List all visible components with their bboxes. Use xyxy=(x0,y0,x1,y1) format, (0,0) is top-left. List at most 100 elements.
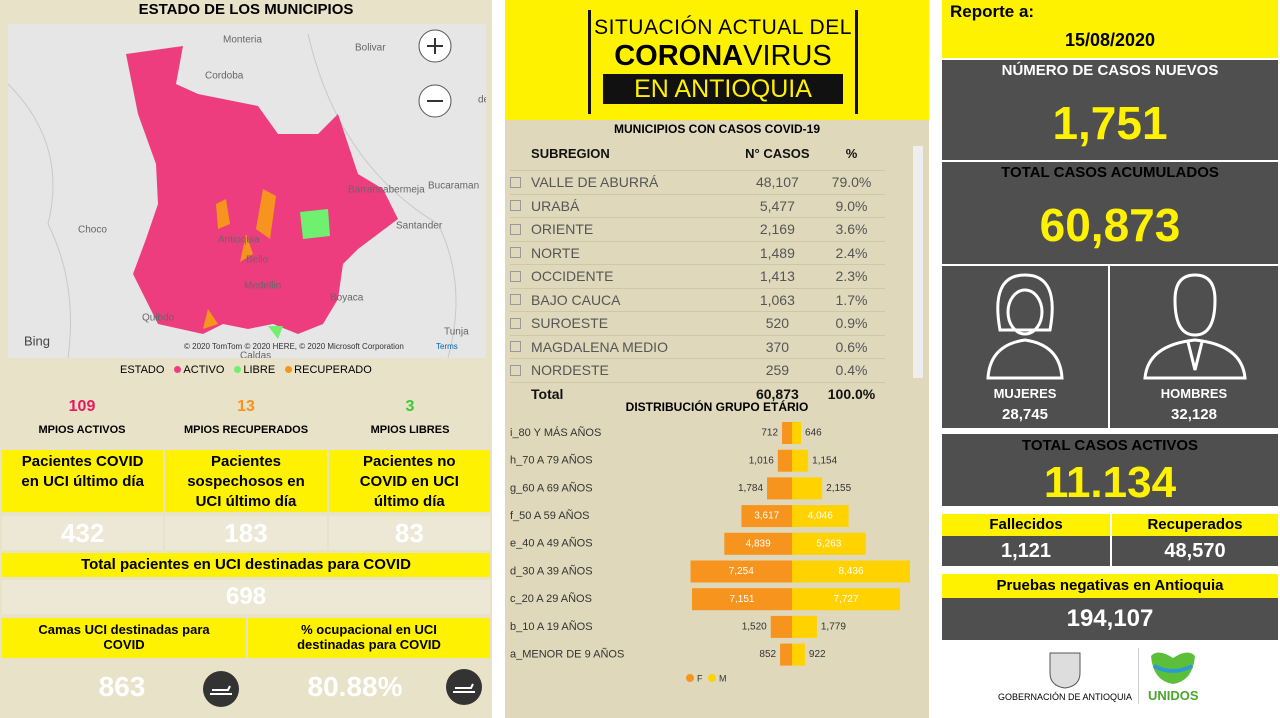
table-cell: OCCIDENTE xyxy=(531,268,614,284)
table-cell: 259 xyxy=(765,362,790,378)
bar xyxy=(782,422,792,444)
bar xyxy=(777,449,792,472)
bar xyxy=(780,643,792,666)
value-label: 712 xyxy=(761,428,778,439)
table-cell: 1,063 xyxy=(759,291,795,308)
table-cell: N° CASOS xyxy=(745,146,810,161)
category-label: i_80 Y MÁS AÑOS xyxy=(510,426,601,439)
expand-icon xyxy=(510,312,531,335)
table-cell: NORTE xyxy=(531,244,580,261)
kpi-label: NÚMERO DE CASOS NUEVOS xyxy=(1001,62,1219,79)
count-label: MPIOS ACTIVOS xyxy=(38,424,126,436)
table-row[interactable]: NORDESTE 259 0.4% xyxy=(510,359,885,383)
value-label: 7,254 xyxy=(729,566,754,577)
legend-item: LIBRE xyxy=(234,364,275,376)
bar xyxy=(792,422,802,444)
report-label: Reporte a: xyxy=(950,2,1035,21)
uci-card: Pacientes no COVID en UCI último día 83 xyxy=(328,450,490,550)
uci-label: Pacientes COVID en UCI último día xyxy=(2,450,164,512)
map-label: Tunja xyxy=(444,327,469,338)
expand-box xyxy=(510,341,521,353)
table-row[interactable]: SUROESTE 520 0.9% xyxy=(510,312,885,336)
value-label: 1,016 xyxy=(749,455,774,466)
map-border xyxy=(307,33,457,358)
kpi-value: 1,751 xyxy=(1052,97,1168,149)
table-row[interactable]: URABÁ 5,477 9.0% xyxy=(510,195,885,218)
value-label: 1,154 xyxy=(812,455,837,466)
table-cell: 1.7% xyxy=(835,291,868,308)
bar xyxy=(792,560,910,583)
expand-box xyxy=(510,176,521,188)
value-label: 1,784 xyxy=(738,483,763,494)
zoom-in-icon xyxy=(427,38,443,54)
map-label: Medellin xyxy=(244,281,281,292)
table-row[interactable]: NORTE 1,489 2.4% xyxy=(510,242,885,265)
category-label: d_30 A 39 AÑOS xyxy=(510,564,593,577)
count-value: 109 xyxy=(68,398,96,415)
kpi-label: Camas UCI destinadas para COVID xyxy=(2,618,246,658)
value-label: 922 xyxy=(809,649,826,660)
legend-label: ACTIVO xyxy=(183,364,225,376)
map-border xyxy=(8,83,71,358)
map-label: Boyaca xyxy=(330,293,364,304)
map-label: de S xyxy=(478,95,486,106)
legend-label: M xyxy=(719,673,727,683)
table-cell: VALLE DE ABURRÁ xyxy=(531,174,659,190)
divider xyxy=(1138,648,1139,704)
table-row[interactable]: VALLE DE ABURRÁ 48,107 79.0% xyxy=(510,171,885,195)
panel-title: ESTADO DE LOS MUNICIPIOS xyxy=(138,1,354,18)
table-row[interactable]: MAGDALENA MEDIO 370 0.6% xyxy=(510,336,885,359)
map-legend: ESTADO ACTIVO LIBRE RECUPERADO xyxy=(120,364,372,376)
count-card: 109 MPIOS ACTIVOS xyxy=(0,398,164,448)
table-cell: 0.4% xyxy=(835,362,868,378)
kpi-value: 1,121 xyxy=(942,536,1110,566)
legend-dot xyxy=(285,366,293,373)
kpi-value: 60,873 xyxy=(1039,199,1181,251)
gender-label: MUJERES xyxy=(993,386,1057,401)
logo-text: UNIDOS xyxy=(1148,688,1199,703)
table-row[interactable]: BAJO CAUCA 1,063 1.7% xyxy=(510,289,885,312)
expand-icon xyxy=(510,242,531,265)
category-label: e_40 A 49 AÑOS xyxy=(510,537,593,550)
bar xyxy=(767,477,792,500)
bed-icon xyxy=(203,671,239,707)
value-label: 8,436 xyxy=(838,566,863,577)
category-label: g_60 A 69 AÑOS xyxy=(510,481,593,494)
expand-icon xyxy=(510,171,531,194)
value-label: 4,046 xyxy=(808,511,833,522)
region-recovered xyxy=(203,189,276,329)
report-box xyxy=(942,0,1278,58)
expand-icon xyxy=(510,142,531,170)
table-cell: 1,413 xyxy=(759,268,795,284)
map-label: Monteria xyxy=(223,35,262,46)
report-date: 15/08/2020 xyxy=(1064,30,1156,50)
value-label: 1,779 xyxy=(821,622,846,633)
gender-label: HOMBRES xyxy=(1160,386,1228,401)
expand-box xyxy=(510,223,521,235)
table-cell: MAGDALENA MEDIO xyxy=(531,338,668,355)
table-cell: 0.6% xyxy=(835,338,868,355)
table-cell: 2.4% xyxy=(835,244,868,261)
banner-frame: SITUACIÓN ACTUAL DEL CORONAVIRUS EN ANTI… xyxy=(588,10,858,114)
expand-icon xyxy=(510,195,531,218)
map-label: Barrancabermeja xyxy=(348,185,425,196)
bar xyxy=(792,449,809,472)
category-label: h_70 A 79 AÑOS xyxy=(510,454,593,467)
kpi-value: 80.88% xyxy=(307,671,403,702)
kpi-label: Total pacientes en UCI destinadas para C… xyxy=(2,553,490,577)
kpi-value: 48,570 xyxy=(1112,536,1278,566)
legend-title: ESTADO xyxy=(120,364,165,376)
count-label: MPIOS LIBRES xyxy=(370,424,450,436)
banner-light: VIRUS xyxy=(743,40,832,72)
kpi-label: Fallecidos xyxy=(942,514,1110,536)
map-label: Santander xyxy=(396,221,443,232)
table-cell: 1,489 xyxy=(759,244,795,261)
table-cell: 370 xyxy=(765,338,790,355)
table-row[interactable]: OCCIDENTE 1,413 2.3% xyxy=(510,265,885,289)
map-terms[interactable]: Terms xyxy=(436,342,458,351)
scrollbar[interactable] xyxy=(913,146,923,378)
table-row[interactable]: ORIENTE 2,169 3.6% xyxy=(510,218,885,242)
kpi-value: 863 xyxy=(98,671,146,702)
man-icon xyxy=(1143,273,1247,380)
table-cell: 0.9% xyxy=(835,315,868,331)
